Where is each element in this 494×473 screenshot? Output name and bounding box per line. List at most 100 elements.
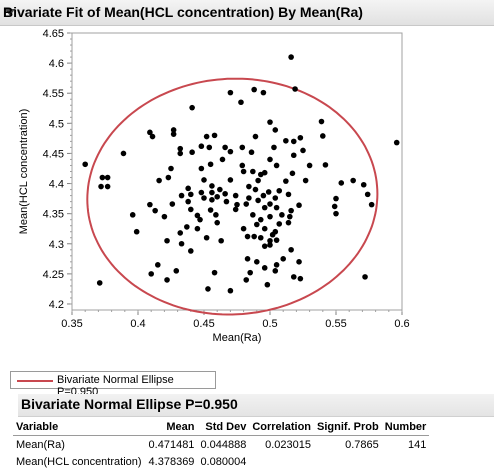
data-point <box>205 286 211 292</box>
data-point <box>248 149 255 156</box>
table-cell-signif-prob <box>314 453 382 470</box>
data-point <box>273 204 280 211</box>
data-point <box>227 287 234 294</box>
table-cell-number <box>382 453 430 470</box>
data-point <box>251 86 257 93</box>
data-point <box>257 234 264 241</box>
data-point <box>201 195 207 201</box>
data-point <box>338 180 345 186</box>
table-header-row: Variable Mean Std Dev Correlation Signif… <box>13 418 430 436</box>
data-point <box>197 216 203 223</box>
y-axis-label: Mean(HCL concentration) <box>18 109 30 235</box>
data-point <box>252 133 259 140</box>
data-point <box>194 212 201 219</box>
y-tick-label: 4.4 <box>49 179 64 191</box>
table-cell-std-dev: 0.044888 <box>200 438 247 451</box>
data-point <box>222 190 228 197</box>
data-point <box>165 174 172 181</box>
data-point <box>203 133 210 140</box>
data-point <box>393 139 400 146</box>
data-point <box>185 198 191 205</box>
data-point <box>217 186 223 193</box>
data-point <box>290 152 297 159</box>
data-point <box>243 277 250 283</box>
data-point <box>292 86 298 92</box>
data-point <box>239 144 246 151</box>
data-point <box>267 237 273 244</box>
data-point <box>273 237 280 243</box>
data-point <box>198 143 205 150</box>
data-point <box>234 201 240 208</box>
data-point <box>129 212 136 218</box>
data-point <box>170 131 177 137</box>
disclosure-triangle-icon[interactable] <box>5 9 15 16</box>
ellipse-report-title: Bivariate Normal Ellipse P=0.950 <box>21 396 238 412</box>
data-point <box>98 183 104 190</box>
ellipse-report-header[interactable]: Bivariate Normal Ellipse P=0.950 <box>18 394 494 417</box>
data-point <box>188 248 194 254</box>
data-point <box>104 183 111 190</box>
data-point <box>264 281 271 288</box>
data-point <box>211 132 218 139</box>
data-point <box>240 225 247 232</box>
data-point <box>287 213 293 220</box>
ellipse-stats-table: Variable Mean Std Dev Correlation Signif… <box>13 418 430 470</box>
data-point <box>320 133 326 139</box>
data-point <box>99 174 106 181</box>
data-point <box>198 189 205 196</box>
data-point <box>152 207 158 214</box>
data-point <box>272 268 279 274</box>
data-point <box>161 213 168 220</box>
data-point <box>148 271 154 277</box>
table-cell-variable: Mean(Ra) <box>16 438 65 451</box>
report-title-bar[interactable]: Bivariate Fit of Mean(HCL concentration)… <box>0 0 494 26</box>
data-point <box>267 213 273 220</box>
x-tick-label: 0.55 <box>325 318 346 330</box>
table-cell-mean: 4.378369 <box>148 455 195 468</box>
table-cell-std-dev: 0.080004 <box>200 455 247 468</box>
column-header-number: Number <box>384 420 427 433</box>
data-point <box>288 246 294 253</box>
data-point <box>188 191 194 198</box>
table-row: Mean(HCL concentration) 4.378369 0.08000… <box>13 453 429 470</box>
data-point <box>289 170 296 177</box>
column-header-std-dev: Std Dev <box>205 420 247 433</box>
data-point <box>170 127 177 133</box>
data-point <box>364 191 371 198</box>
data-point <box>273 162 280 169</box>
y-tick-label: 4.6 <box>49 58 64 70</box>
data-point <box>120 150 127 157</box>
table-cell-signif-prob: 0.7865 <box>345 438 379 451</box>
column-header-mean: Mean <box>166 420 195 433</box>
data-point <box>156 177 162 184</box>
data-point <box>255 197 261 204</box>
data-point <box>203 234 210 241</box>
data-point <box>194 225 201 232</box>
data-point <box>368 201 375 208</box>
data-point <box>318 118 325 125</box>
y-tick-label: 4.25 <box>43 269 64 281</box>
data-point <box>333 210 339 217</box>
x-tick-label: 0.35 <box>61 318 82 330</box>
data-point <box>267 201 273 207</box>
data-point <box>177 150 184 157</box>
data-point <box>155 262 161 268</box>
plot-frame <box>71 32 403 311</box>
data-point <box>261 225 268 232</box>
table-cell-correlation: 0.023015 <box>265 438 312 451</box>
data-point <box>209 183 215 189</box>
data-point <box>290 274 297 280</box>
report-title: Bivariate Fit of Mean(HCL concentration)… <box>3 4 363 20</box>
data-point <box>273 262 280 268</box>
data-point <box>232 206 239 213</box>
column-header-signif-prob: Signif. Prob <box>317 420 379 433</box>
table-cell-variable: Mean(HCL concentration) <box>16 455 142 468</box>
data-point <box>238 99 244 106</box>
table-cell-number: 141 <box>407 438 427 451</box>
scatter-plot[interactable]: 0.35 0.4 0.45 0.5 0.55 0.6 4.2 4.25 4.3 4.35 4.4 4.… <box>0 26 494 366</box>
data-point <box>164 277 170 283</box>
data-point <box>271 144 277 151</box>
data-point <box>227 89 234 96</box>
data-point <box>251 233 257 240</box>
data-point <box>169 201 176 207</box>
